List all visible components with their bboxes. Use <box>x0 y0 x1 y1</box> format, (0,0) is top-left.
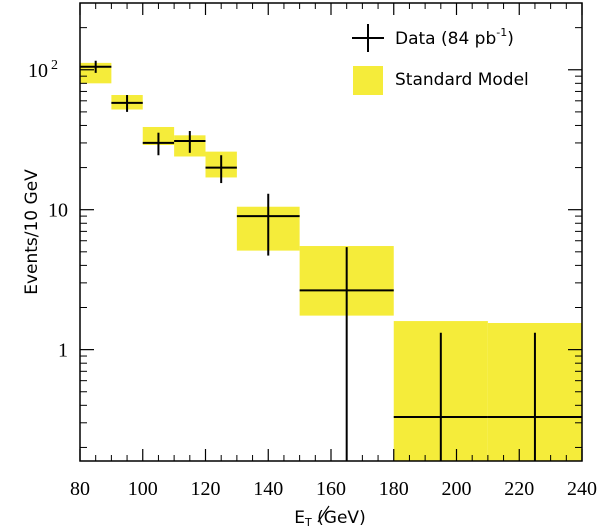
y-tick-label: 10 2 <box>28 58 58 82</box>
legend: Data (84 pb-1) Standard Model <box>352 24 529 95</box>
standard-model-band <box>80 62 112 84</box>
data-point <box>487 332 582 461</box>
x-tick-labels: 80 100 120 140 160 180 200 220 240 <box>70 478 597 500</box>
legend-standard-model-swatch <box>353 66 383 95</box>
x-tick-label: 240 <box>567 478 597 500</box>
x-tick-label: 140 <box>253 478 283 500</box>
data-point <box>80 60 112 73</box>
data-point <box>299 247 394 461</box>
x-tick-label: 200 <box>442 478 472 500</box>
data-point <box>236 193 300 256</box>
y-tick-label: 1 <box>58 340 68 362</box>
data-point <box>205 155 237 184</box>
data-point <box>174 131 206 153</box>
legend-standard-model-label: Standard Model <box>395 70 529 90</box>
data-point <box>393 332 488 461</box>
data-point <box>111 95 143 112</box>
standard-model-bands <box>80 62 582 461</box>
y-tick-label: 10 <box>48 200 68 222</box>
met-slash <box>317 505 330 523</box>
x-axis-title: ET (GeV) <box>294 505 366 529</box>
x-tick-label: 120 <box>191 478 221 500</box>
legend-data-marker <box>352 24 384 52</box>
x-tick-label: 220 <box>504 478 534 500</box>
x-axis-title-main: E <box>294 508 305 528</box>
y-tick-labels: 1 10 10 2 <box>28 58 68 362</box>
x-tick-label: 80 <box>70 478 90 500</box>
x-tick-label: 100 <box>128 478 158 500</box>
y-axis-title: Events/10 GeV <box>22 169 42 295</box>
x-tick-label: 180 <box>379 478 409 500</box>
axis-ticks <box>79 2 583 461</box>
x-axis-title-unit: (GeV) <box>312 508 366 528</box>
x-tick-label: 160 <box>316 478 346 500</box>
svg-text:ET (GeV): ET (GeV) <box>294 508 365 529</box>
legend-data-label: Data (84 pb-1) <box>395 26 514 49</box>
x-axis-title-sub: T <box>304 516 312 529</box>
data-points <box>80 60 582 461</box>
data-point <box>142 132 175 156</box>
